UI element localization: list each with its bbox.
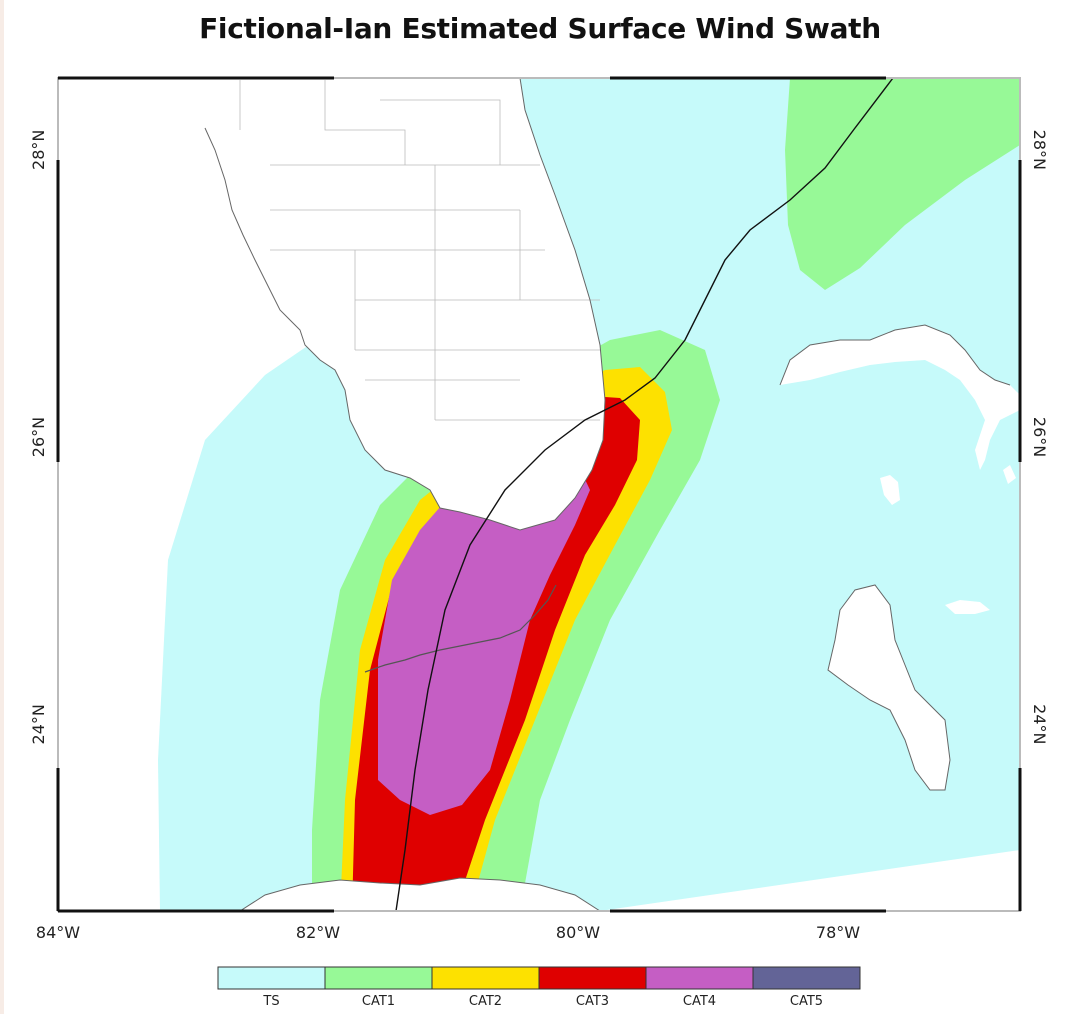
longitude-tick-label: 82°W xyxy=(296,923,340,942)
latitude-tick-label-left: 28°N xyxy=(29,130,48,170)
coastline-florida xyxy=(204,78,606,531)
latitude-tick-label-right: 28°N xyxy=(1030,130,1049,170)
county-lines xyxy=(239,80,600,421)
longitude-tick-labels: 84°W 82°W 80°W 78°W xyxy=(36,923,860,942)
legend-label-cat1: CAT1 xyxy=(362,994,395,1009)
land-bahamas-abaco xyxy=(780,325,1020,470)
longitude-tick-label: 78°W xyxy=(816,923,860,942)
legend-label-cat3: CAT3 xyxy=(576,994,609,1009)
land-bahamas-small xyxy=(945,600,990,614)
florida-keys xyxy=(364,584,557,673)
land-cuba xyxy=(240,878,600,911)
latitude-tick-labels-right: 24°N 26°N 28°N xyxy=(1030,130,1049,745)
coastline-cuba xyxy=(239,877,601,911)
coastline-bahamas xyxy=(779,324,1011,791)
map-frame xyxy=(56,76,1022,913)
latitude-tick-label-right: 24°N xyxy=(1030,704,1049,744)
legend-label-cat4: CAT4 xyxy=(683,994,716,1009)
map-plot-area xyxy=(58,78,1020,911)
legend-swatch-cat5 xyxy=(752,966,861,990)
left-edge-strip xyxy=(0,0,4,1014)
land-bahamas-small-2 xyxy=(880,475,900,505)
swath-cat4 xyxy=(378,447,590,815)
legend-swatch-ts xyxy=(217,966,326,990)
legend-label-cat2: CAT2 xyxy=(469,994,502,1009)
latitude-tick-label-left: 26°N xyxy=(29,417,48,457)
longitude-tick-label: 84°W xyxy=(36,923,80,942)
latitude-tick-label-left: 24°N xyxy=(29,704,48,744)
legend-label-cat5: CAT5 xyxy=(790,994,823,1009)
latitude-tick-label-right: 26°N xyxy=(1030,417,1049,457)
legend-swatch-cat3 xyxy=(538,966,647,990)
longitude-tick-label: 80°W xyxy=(556,923,600,942)
category-legend: TS CAT1 CAT2 CAT3 CAT4 CAT5 xyxy=(217,966,861,1009)
land-florida xyxy=(58,78,605,530)
land-bahamas-andros xyxy=(828,585,950,790)
legend-swatch-cat2 xyxy=(431,966,540,990)
latitude-tick-labels-left: 24°N 26°N 28°N xyxy=(29,130,48,745)
storm-track-line xyxy=(395,78,894,911)
legend-label-ts: TS xyxy=(262,994,279,1009)
land-bahamas-small-3 xyxy=(1003,465,1016,484)
legend-swatch-cat1 xyxy=(324,966,433,990)
legend-swatch-cat4 xyxy=(645,966,754,990)
map-title: Fictional-Ian Estimated Surface Wind Swa… xyxy=(199,12,881,45)
swath-cat1-north xyxy=(785,78,1020,290)
